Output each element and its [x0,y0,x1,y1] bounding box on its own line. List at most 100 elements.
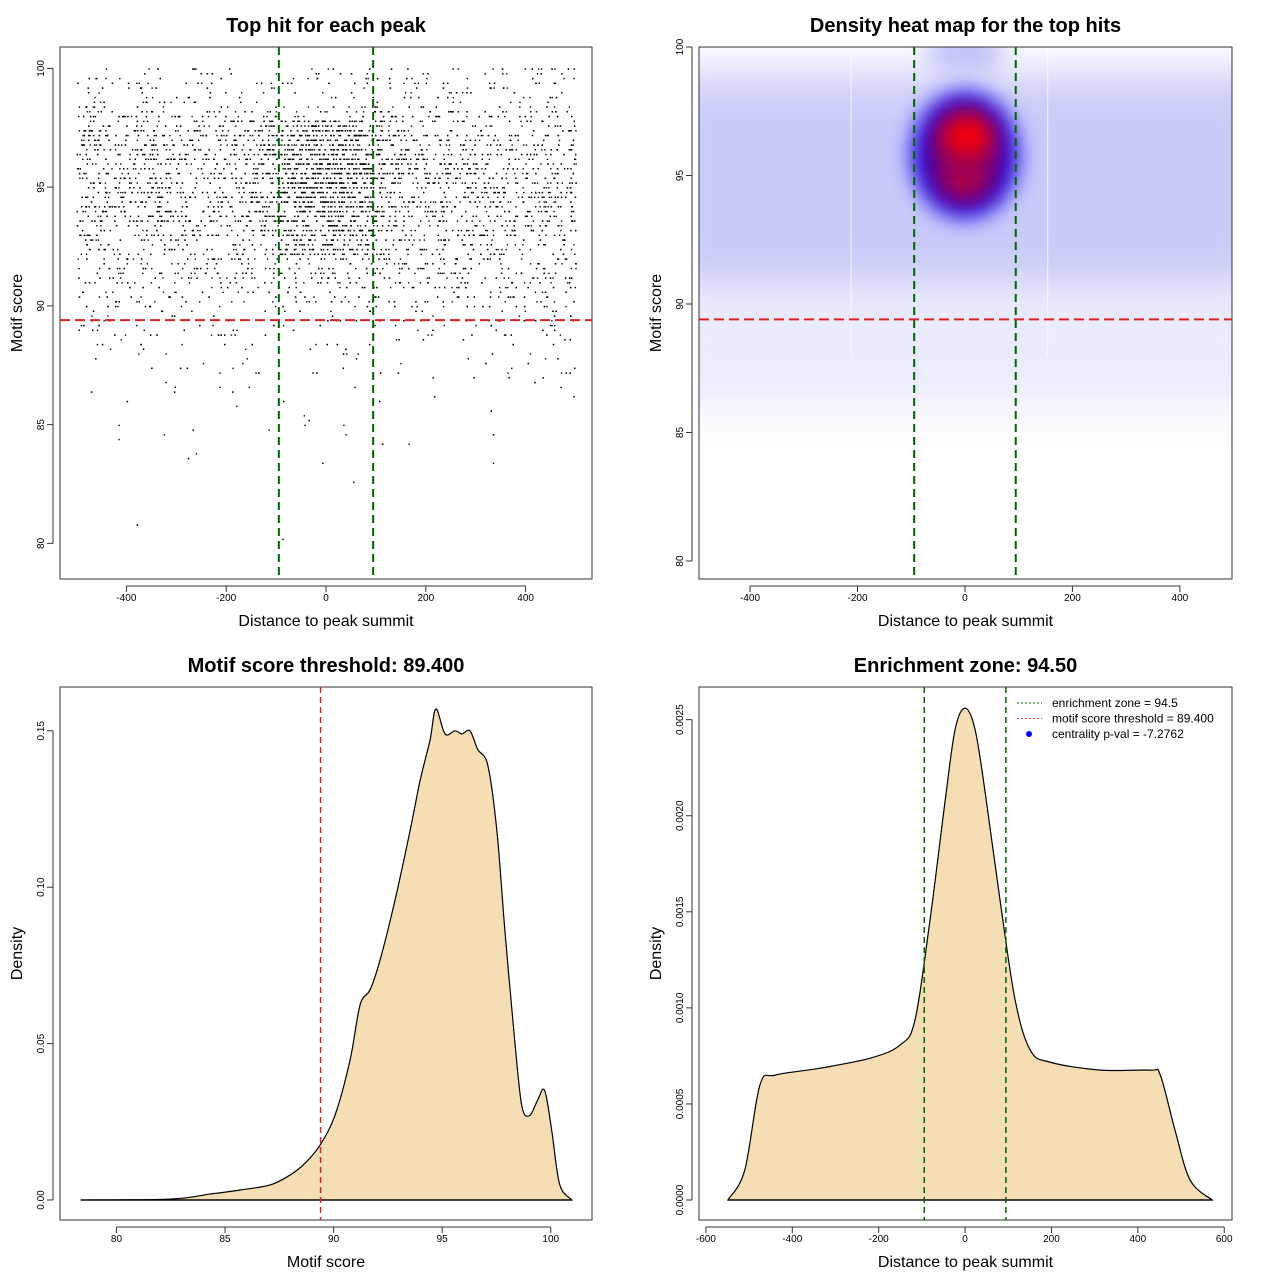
scatter-point [286,201,289,203]
scatter-point [426,149,428,151]
scatter-point [115,134,117,137]
scatter-point [309,210,311,213]
scatter-point [246,225,248,227]
scatter-point [138,234,140,237]
scatter-point [390,163,392,165]
scatter-point [335,229,337,232]
scatter-point [169,134,171,137]
scatter-point [548,196,550,199]
scatter-point [498,191,500,194]
scatter-point [219,139,222,142]
scatter-point [91,239,94,241]
scatter-point [83,139,85,142]
scatter-point [341,182,343,184]
scatter-point [277,187,280,189]
scatter-point [420,149,422,151]
scatter-point [459,177,461,180]
scatter-point [457,168,459,170]
scatter-point [423,134,425,137]
scatter-point [253,248,256,251]
scatter-point [323,234,326,237]
scatter-point [247,263,250,265]
scatter-point [432,329,434,332]
scatter-point [194,187,196,189]
scatter-point [529,210,531,213]
scatter-point [151,244,154,246]
scatter-point [436,115,438,118]
scatter-point [334,296,336,298]
scatter-point [422,125,424,127]
scatter-point [336,163,338,165]
scatter-point [380,215,382,218]
scatter-point [546,210,548,213]
scatter-point [263,206,266,208]
scatter-point [466,115,468,118]
scatter-point [145,234,148,237]
scatter-point [374,120,377,123]
scatter-point [289,139,291,142]
scatter-point [361,286,364,289]
scatter-point [313,125,316,127]
scatter-point [244,130,246,132]
scatter-point [268,130,271,132]
scatter-point [359,120,361,123]
scatter-point [482,225,485,227]
scatter-point [298,120,301,123]
scatter-point [288,163,291,165]
scatter-point [260,163,262,165]
scatter-point [153,130,156,132]
scatter-point [259,191,262,194]
scatter-point [349,115,351,118]
scatter-point [532,77,534,80]
scatter-point [287,134,289,137]
scatter-point [255,101,258,104]
scatter-point [309,206,312,208]
scatter-point [456,177,458,180]
scatter-point [195,225,198,227]
scatter-point [195,130,197,132]
scatter-point [133,187,135,189]
scatter-point [345,225,348,227]
scatter-point [339,286,341,289]
scatter-point [527,210,529,213]
scatter-point [369,68,371,70]
scatter-point [414,168,416,170]
scatter-point [414,153,417,156]
scatter-point [202,120,204,123]
scatter-point [320,282,322,284]
scatter-point [184,158,187,161]
scatter-point [534,196,536,199]
scatter-point [82,158,84,161]
scatter-point [553,324,556,327]
scatter-point [166,210,168,213]
scatter-point [551,111,554,113]
scatter-point [401,163,403,165]
scatter-point [485,229,487,232]
scatter-point [80,206,83,208]
scatter-point [269,267,271,270]
scatter-point [136,139,139,142]
scatter-point [366,206,369,208]
scatter-point [428,206,430,208]
scatter-point [423,267,425,270]
scatter-point [266,215,268,218]
scatter-point [257,201,259,203]
scatter-point [533,277,535,279]
scatter-point [311,248,313,251]
scatter-point [297,215,299,218]
scatter-point [143,163,146,165]
scatter-point [346,286,348,289]
scatter-point [156,210,159,213]
scatter-point [243,248,245,251]
scatter-point [295,282,297,284]
scatter-point [239,258,242,260]
chart-title: Top hit for each peak [226,15,427,37]
scatter-point [130,182,133,184]
scatter-point [443,158,446,161]
scatter-point [395,206,397,208]
scatter-point [232,367,234,370]
scatter-point [523,320,525,322]
scatter-point [203,125,205,127]
scatter-point [360,187,363,189]
scatter-point [185,301,187,303]
